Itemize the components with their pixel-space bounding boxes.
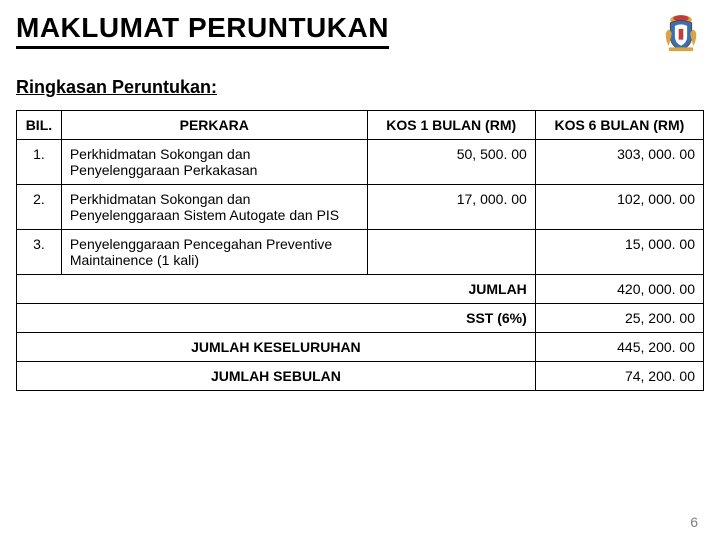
table-header-row: BIL. PERKARA KOS 1 BULAN (RM) KOS 6 BULA… — [17, 111, 704, 140]
section-subtitle: Ringkasan Peruntukan: — [16, 77, 704, 98]
summary-row: JUMLAH SEBULAN 74, 200. 00 — [17, 362, 704, 391]
page-number: 6 — [690, 514, 698, 530]
col-kos6: KOS 6 BULAN (RM) — [535, 111, 703, 140]
summary-value: 25, 200. 00 — [535, 304, 703, 333]
col-bil: BIL. — [17, 111, 62, 140]
summary-label: JUMLAH — [17, 275, 536, 304]
cell-bil: 3. — [17, 230, 62, 275]
cell-perkara: Penyelenggaraan Pencegahan Preventive Ma… — [61, 230, 367, 275]
allocation-table: BIL. PERKARA KOS 1 BULAN (RM) KOS 6 BULA… — [16, 110, 704, 391]
summary-label: JUMLAH KESELURUHAN — [17, 333, 536, 362]
cell-kos1: 17, 000. 00 — [367, 185, 535, 230]
col-kos1: KOS 1 BULAN (RM) — [367, 111, 535, 140]
crest-icon — [658, 12, 704, 59]
cell-perkara: Perkhidmatan Sokongan dan Penyelenggaraa… — [61, 185, 367, 230]
cell-kos6: 15, 000. 00 — [535, 230, 703, 275]
cell-kos1: 50, 500. 00 — [367, 140, 535, 185]
cell-kos6: 303, 000. 00 — [535, 140, 703, 185]
table-row: 1. Perkhidmatan Sokongan dan Penyelengga… — [17, 140, 704, 185]
summary-label: JUMLAH SEBULAN — [17, 362, 536, 391]
col-perkara: PERKARA — [61, 111, 367, 140]
summary-value: 420, 000. 00 — [535, 275, 703, 304]
summary-value: 445, 200. 00 — [535, 333, 703, 362]
cell-bil: 1. — [17, 140, 62, 185]
subtitle-text: Ringkasan Peruntukan — [16, 77, 211, 97]
summary-label: SST (6%) — [17, 304, 536, 333]
table-row: 2. Perkhidmatan Sokongan dan Penyelengga… — [17, 185, 704, 230]
cell-bil: 2. — [17, 185, 62, 230]
summary-value: 74, 200. 00 — [535, 362, 703, 391]
table-row: 3. Penyelenggaraan Pencegahan Preventive… — [17, 230, 704, 275]
page-title: MAKLUMAT PERUNTUKAN — [16, 12, 389, 49]
summary-row: SST (6%) 25, 200. 00 — [17, 304, 704, 333]
cell-perkara: Perkhidmatan Sokongan dan Penyelenggaraa… — [61, 140, 367, 185]
summary-row: JUMLAH KESELURUHAN 445, 200. 00 — [17, 333, 704, 362]
summary-row: JUMLAH 420, 000. 00 — [17, 275, 704, 304]
cell-kos6: 102, 000. 00 — [535, 185, 703, 230]
cell-kos1 — [367, 230, 535, 275]
